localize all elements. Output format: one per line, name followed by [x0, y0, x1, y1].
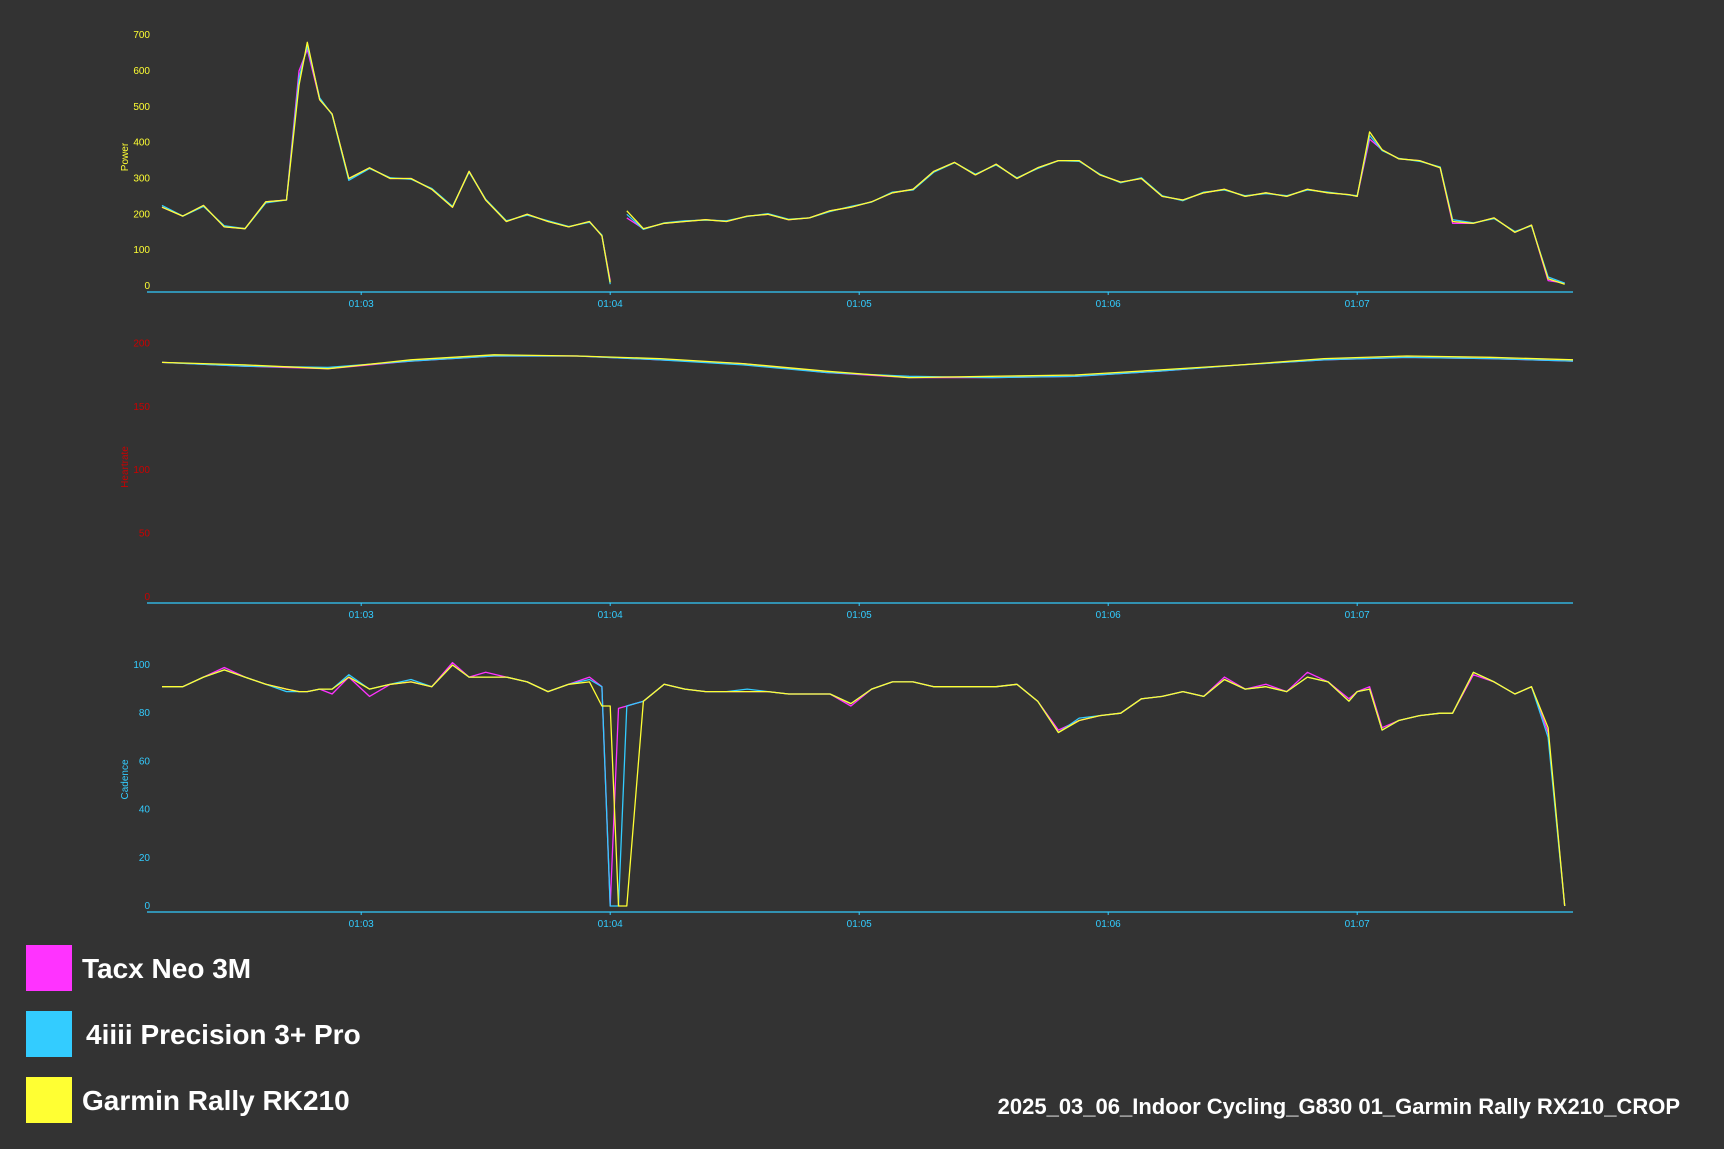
x-tick-label: 01:07 [1345, 299, 1370, 310]
y-tick-label: 40 [139, 805, 151, 816]
y-tick-label: 100 [133, 660, 150, 671]
y-tick-label: 700 [133, 30, 150, 41]
series-line [162, 664, 1566, 907]
x-tick-label: 01:03 [349, 919, 374, 930]
y-tick-label: 600 [133, 66, 150, 77]
series-line [161, 354, 1574, 379]
caption: 2025_03_06_Indoor Cycling_G830 01_Garmin… [998, 1094, 1680, 1119]
series-line [626, 131, 1565, 285]
x-tick-label: 01:05 [847, 919, 872, 930]
x-tick-label: 01:03 [349, 299, 374, 310]
y-tick-label: 20 [139, 853, 151, 864]
x-tick-label: 01:05 [847, 610, 872, 621]
y-tick-label: 400 [133, 138, 150, 149]
y-tick-label: 150 [133, 402, 150, 413]
x-tick-label: 01:07 [1345, 919, 1370, 930]
x-tick-label: 01:04 [598, 919, 623, 930]
legend-swatch [26, 1011, 72, 1057]
series-line [162, 661, 1566, 907]
x-tick-label: 01:07 [1345, 610, 1370, 621]
x-tick-label: 01:04 [598, 610, 623, 621]
y-tick-label: 300 [133, 174, 150, 185]
x-tick-label: 01:06 [1096, 299, 1121, 310]
y-tick-label: 200 [133, 209, 150, 220]
y-tick-label: 50 [139, 529, 151, 540]
y-tick-label: 500 [133, 102, 150, 113]
y-tick-label: 80 [139, 708, 151, 719]
x-tick-label: 01:03 [349, 610, 374, 621]
y-tick-label: 100 [133, 245, 150, 256]
legend-label: Tacx Neo 3M [82, 953, 251, 984]
y-tick-label: 0 [144, 281, 150, 292]
series-line [161, 41, 611, 283]
y-tick-label: 60 [139, 756, 151, 767]
legend-label: 4iiii Precision 3+ Pro [86, 1019, 361, 1050]
y-axis-label: Cadence [120, 759, 131, 799]
x-tick-label: 01:06 [1096, 610, 1121, 621]
x-tick-label: 01:05 [847, 299, 872, 310]
legend-label: Garmin Rally RK210 [82, 1085, 350, 1116]
legend-swatch [26, 945, 72, 991]
y-axis-label: Power [120, 142, 131, 171]
x-tick-label: 01:04 [598, 299, 623, 310]
y-axis-label: Heartrate [120, 446, 131, 488]
x-tick-label: 01:06 [1096, 919, 1121, 930]
y-tick-label: 0 [144, 901, 150, 912]
y-tick-label: 0 [144, 592, 150, 603]
legend-swatch [26, 1077, 72, 1123]
y-tick-label: 100 [133, 465, 150, 476]
y-tick-label: 200 [133, 338, 150, 349]
